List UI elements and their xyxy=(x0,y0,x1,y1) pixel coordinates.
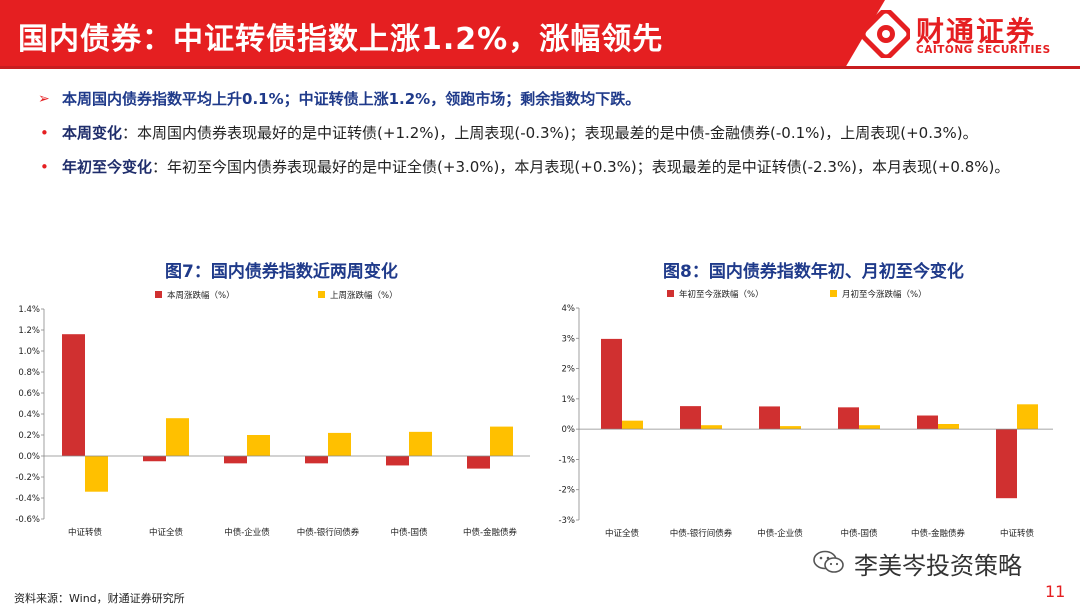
legend-swatch xyxy=(830,290,837,297)
x-tick-label: 中证全债 xyxy=(605,528,640,539)
x-tick-label: 中债-金融债券 xyxy=(911,528,966,539)
y-tick-label: -0.6% xyxy=(15,515,40,525)
summary-headline-row: ➢ 本周国内债券指数平均上升0.1%；中证转债上涨1.2%，领跑市场；剩余指数均… xyxy=(38,88,1068,122)
logo-text-cn: 财通证券 xyxy=(916,15,1037,48)
x-tick-label: 中债-银行间债券 xyxy=(670,528,733,539)
summary-item-label: 本周变化 xyxy=(62,124,123,142)
y-tick-label: 3% xyxy=(562,334,576,344)
x-tick-label: 中证转债 xyxy=(68,527,103,538)
bar xyxy=(938,423,959,430)
bar xyxy=(701,425,722,430)
x-tick-label: 中债-金融债券 xyxy=(463,527,518,538)
watermark: 李美岑投资策略 xyxy=(808,546,1052,580)
x-tick-label: 中证转债 xyxy=(1000,528,1035,539)
page-title: 国内债券：中证转债指数上涨1.2%，涨幅领先 xyxy=(18,22,664,57)
y-tick-label: -2% xyxy=(558,486,575,496)
wechat-icon xyxy=(813,550,844,573)
summary-item-ytd: • 年初至今变化：年初至今国内债券表现最好的是中证全债(+3.0%)，本月表现(… xyxy=(38,156,1068,190)
source-note: 资料来源：Wind，财通证券研究所 xyxy=(14,592,185,605)
y-tick-label: 1% xyxy=(562,395,576,405)
y-tick-label: 1.0% xyxy=(18,347,40,357)
legend-label: 月初至今涨跌幅（%） xyxy=(842,289,927,300)
y-tick-label: 0.2% xyxy=(18,431,40,441)
bar xyxy=(328,432,351,456)
bar xyxy=(85,456,108,492)
bar xyxy=(759,406,780,430)
bar xyxy=(601,338,622,430)
y-tick-label: -0.4% xyxy=(15,494,40,504)
x-tick-label: 中债-国债 xyxy=(840,528,878,539)
bar xyxy=(409,431,432,456)
x-tick-label: 中证全债 xyxy=(149,527,184,538)
bar xyxy=(622,420,643,430)
summary-item-body: ：本周国内债券表现最好的是中证转债(+1.2%)，上周表现(-0.3%)；表现最… xyxy=(122,124,978,142)
watermark-text: 李美岑投资策略 xyxy=(854,552,1022,580)
x-tick-label: 中债-企业债 xyxy=(224,527,270,538)
legend-label: 上周涨跌幅（%） xyxy=(330,290,398,301)
title-bar xyxy=(0,0,885,68)
arrow-bullet-icon: ➢ xyxy=(38,91,50,107)
logo-text-en: CAITONG SECURITIES xyxy=(916,44,1051,56)
bar xyxy=(680,406,701,430)
bar xyxy=(1017,404,1038,430)
summary-item-label: 年初至今变化 xyxy=(62,158,153,176)
y-tick-label: 0.8% xyxy=(18,368,40,378)
x-tick-label: 中债-国债 xyxy=(390,527,428,538)
dot-bullet-icon: • xyxy=(40,124,49,142)
y-tick-label: -1% xyxy=(558,455,575,465)
legend-label: 年初至今涨跌幅（%） xyxy=(679,289,764,300)
bar xyxy=(859,425,880,430)
y-tick-label: -0.2% xyxy=(15,473,40,483)
summary-item-ytd-text: 年初至今变化：年初至今国内债券表现最好的是中证全债(+3.0%)，本月表现(+0… xyxy=(62,156,1009,178)
bar xyxy=(166,418,189,456)
y-tick-label: 0.0% xyxy=(18,452,40,462)
bar xyxy=(386,456,409,466)
bar xyxy=(224,456,247,464)
y-tick-label: 0.4% xyxy=(18,410,40,420)
summary-headline: 本周国内债券指数平均上升0.1%；中证转债上涨1.2%，领跑市场；剩余指数均下跌… xyxy=(62,90,641,108)
chart-left-title: 图7：国内债券指数近两周变化 xyxy=(165,262,398,282)
summary-section: ➢ 本周国内债券指数平均上升0.1%；中证转债上涨1.2%，领跑市场；剩余指数均… xyxy=(38,88,1068,190)
y-tick-label: 2% xyxy=(562,365,576,375)
dot-bullet-icon: • xyxy=(40,158,49,176)
y-tick-label: -3% xyxy=(558,516,575,526)
y-tick-label: 0% xyxy=(562,425,576,435)
x-tick-label: 中债-银行间债券 xyxy=(297,527,360,538)
bar xyxy=(917,415,938,430)
bar xyxy=(305,456,328,464)
x-tick-label: 中债-企业债 xyxy=(757,528,803,539)
chart-ytd-mtd-change: 年初至今涨跌幅（%） 月初至今涨跌幅（%） 4% 3% 2% 1% 0% -1% -2% -3% 中… xyxy=(558,289,1053,539)
summary-item-weekly: • 本周变化：本周国内债券表现最好的是中证转债(+1.2%)，上周表现(-0.3… xyxy=(38,122,1068,156)
chart-right-title: 图8：国内债券指数年初、月初至今变化 xyxy=(663,262,964,282)
bar xyxy=(780,426,801,430)
legend-swatch xyxy=(667,290,674,297)
y-tick-label: 1.2% xyxy=(18,326,40,336)
page-number: 11 xyxy=(1045,582,1066,601)
bar xyxy=(62,334,85,456)
chart-weekly-change: 本周涨跌幅（%） 上周涨跌幅（%） 1.4% 1.2% 1.0% 0.8% 0.6% 0.4%… xyxy=(15,290,530,538)
bar xyxy=(838,407,859,430)
bar xyxy=(143,456,166,462)
y-tick-label: 1.4% xyxy=(18,305,40,315)
bar xyxy=(247,435,270,456)
y-tick-label: 4% xyxy=(562,304,576,314)
header-banner: 国内债券：中证转债指数上涨1.2%，涨幅领先 财通证券 CAITONG SECU… xyxy=(0,0,1080,69)
bar xyxy=(467,456,490,469)
header-divider xyxy=(0,66,1080,69)
bar xyxy=(490,426,513,456)
bar xyxy=(996,429,1017,499)
summary-item-body: ：年初至今国内债券表现最好的是中证全债(+3.0%)，本月表现(+0.3%)；表… xyxy=(152,158,1010,176)
legend-swatch xyxy=(155,291,162,298)
summary-item-weekly-text: 本周变化：本周国内债券表现最好的是中证转债(+1.2%)，上周表现(-0.3%)… xyxy=(62,122,978,144)
legend-swatch xyxy=(318,291,325,298)
company-logo: 财通证券 CAITONG SECURITIES xyxy=(862,10,1072,58)
logo-mark-icon xyxy=(862,10,910,58)
legend-label: 本周涨跌幅（%） xyxy=(167,290,235,301)
y-tick-label: 0.6% xyxy=(18,389,40,399)
